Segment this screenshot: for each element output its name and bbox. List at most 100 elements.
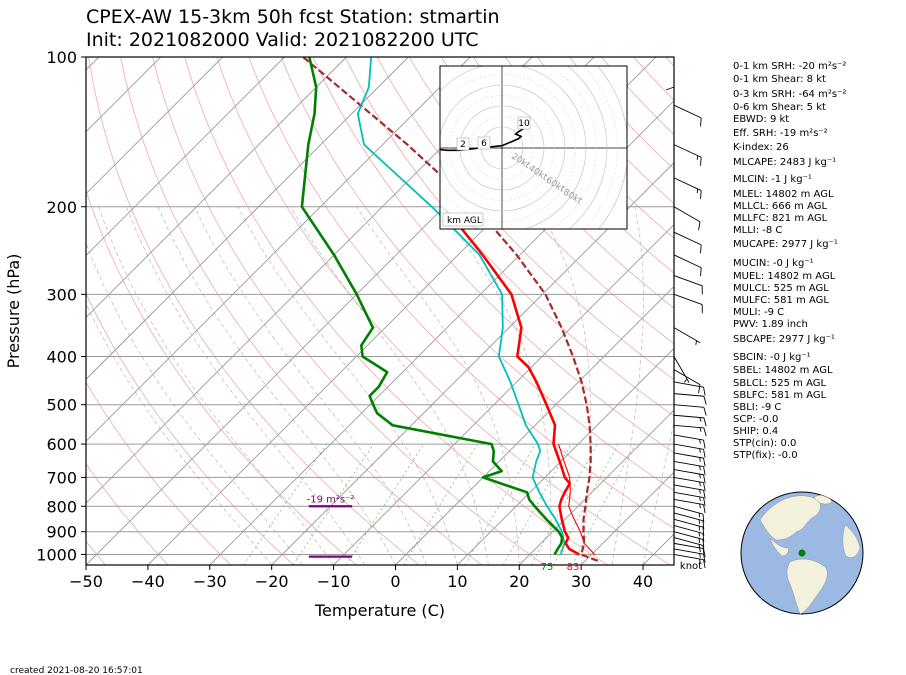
y-axis-label: Pressure (hPa) xyxy=(4,254,23,369)
index-line: SHIP: 0.4 xyxy=(733,426,778,437)
hodo-height-label: 10 xyxy=(518,119,530,129)
moist-adiabat xyxy=(237,206,458,565)
index-line: SBEL: 14802 m AGL xyxy=(733,365,833,376)
y-tick-labels: 100 200 300 400 500 600 700 800 900 1000 xyxy=(36,48,77,564)
hodo-ring xyxy=(491,137,513,159)
wind-barb xyxy=(673,104,702,127)
wind-barb xyxy=(673,476,706,492)
hodo-ring xyxy=(440,74,576,222)
isotherm xyxy=(86,57,409,380)
profile-lines xyxy=(300,57,599,562)
isotherm xyxy=(580,471,674,565)
dry-adiabat xyxy=(472,57,674,274)
hodo-ring xyxy=(440,84,566,212)
x-tick-label: −20 xyxy=(255,572,289,591)
wind-barb xyxy=(673,548,706,563)
wind-barb xyxy=(673,254,702,277)
hodograph-corner-label: km AGL xyxy=(447,216,482,226)
wind-barb xyxy=(673,356,690,383)
wind-barb xyxy=(673,206,701,231)
wind-barb xyxy=(673,460,706,476)
dry-adiabat xyxy=(86,292,294,565)
dewpoint-profile xyxy=(300,57,564,556)
isotherm xyxy=(86,57,162,133)
x-tick-label: −50 xyxy=(69,572,103,591)
index-line: MLEL: 14802 m AGL xyxy=(733,189,834,200)
moist-adiabat xyxy=(194,206,427,565)
index-line: MLLI: -8 C xyxy=(733,225,782,236)
hodo-ring xyxy=(440,66,587,229)
mixing-ratio-line xyxy=(345,443,425,565)
index-line: PWV: 1.89 inch xyxy=(733,319,808,330)
index-line: MLCIN: -1 J kg⁻¹ xyxy=(733,174,812,185)
dry-adiabat xyxy=(408,57,674,345)
isotherm xyxy=(209,100,674,565)
inflow-label: -19 m²s⁻² xyxy=(307,494,355,505)
x-tick-label: −10 xyxy=(317,572,351,591)
surface-temperature-label: 83 xyxy=(567,562,580,573)
index-line: 0-3 km SRH: -64 m²s⁻² xyxy=(733,89,846,100)
location-globe xyxy=(740,491,864,615)
mixing-ratio-line xyxy=(243,443,328,565)
hodograph-corner-box xyxy=(442,212,484,227)
temperature-profile xyxy=(443,205,580,556)
wind-barb xyxy=(673,525,705,542)
dry-adiabat xyxy=(88,57,420,565)
index-line: MLLFC: 821 m AGL xyxy=(733,213,828,224)
wind-barb xyxy=(673,177,702,200)
isotherm xyxy=(457,347,674,565)
land-north-america xyxy=(759,495,821,541)
y-tick-label: 100 xyxy=(46,48,77,67)
moist-adiabat xyxy=(126,206,365,565)
wind-barb xyxy=(673,491,706,506)
x-tick-label: 10 xyxy=(447,572,467,591)
y-tick-label: 900 xyxy=(46,523,77,542)
y-tick-label: 300 xyxy=(46,285,77,304)
wind-barb xyxy=(673,393,707,405)
dry-adiabat xyxy=(120,57,483,565)
index-line: 0-1 km SRH: -20 m²s⁻² xyxy=(733,61,846,72)
hodo-height-box xyxy=(517,116,531,130)
hodo-ring xyxy=(582,66,618,229)
index-line: MULCL: 525 m AGL xyxy=(733,283,829,294)
index-line: STP(cin): 0.0 xyxy=(733,438,796,449)
x-tick-label: −40 xyxy=(131,572,165,591)
isotherm xyxy=(86,57,471,442)
index-line: MLLCL: 666 m AGL xyxy=(733,201,827,212)
hodo-height-box xyxy=(456,137,470,151)
wind-barb xyxy=(673,434,706,449)
moist-adiabat xyxy=(642,421,674,565)
wind-barb xyxy=(673,505,705,523)
wind-barb xyxy=(673,414,707,427)
wind-barb xyxy=(673,443,706,458)
index-line: MULI: -9 C xyxy=(733,307,784,318)
index-line: K-index: 26 xyxy=(733,142,789,153)
hodo-height-label: 6 xyxy=(481,139,487,149)
x-tick-label: 0 xyxy=(390,572,400,591)
wind-barb xyxy=(673,469,706,484)
dry-adiabat xyxy=(440,57,674,309)
isotherm xyxy=(86,57,347,319)
wind-barbs xyxy=(665,57,707,569)
wind-barb xyxy=(665,57,675,91)
index-line: MUEL: 14802 m AGL xyxy=(733,271,836,282)
index-line: SBCIN: -0 J kg⁻¹ xyxy=(733,352,811,363)
y-tick-label: 1000 xyxy=(36,545,77,564)
dry-adiabat xyxy=(344,57,674,417)
y-tick-label: 500 xyxy=(46,396,77,415)
effective-inflow-layer: -19 m²s⁻² xyxy=(307,494,355,558)
y-tick-label: 800 xyxy=(46,497,77,516)
index-line: MULFC: 581 m AGL xyxy=(733,295,829,306)
wetbulb-profile xyxy=(356,57,566,555)
wind-barb xyxy=(673,518,705,536)
dry-adiabat xyxy=(86,462,169,565)
dry-adiabat xyxy=(280,57,674,491)
hodo-ring xyxy=(440,66,597,229)
isotherm xyxy=(395,285,674,565)
wind-barb xyxy=(673,554,706,569)
tick-marks xyxy=(81,56,644,570)
isotherm xyxy=(86,57,223,195)
index-line: STP(fix): -0.0 xyxy=(733,450,798,461)
wind-barb xyxy=(673,231,702,254)
